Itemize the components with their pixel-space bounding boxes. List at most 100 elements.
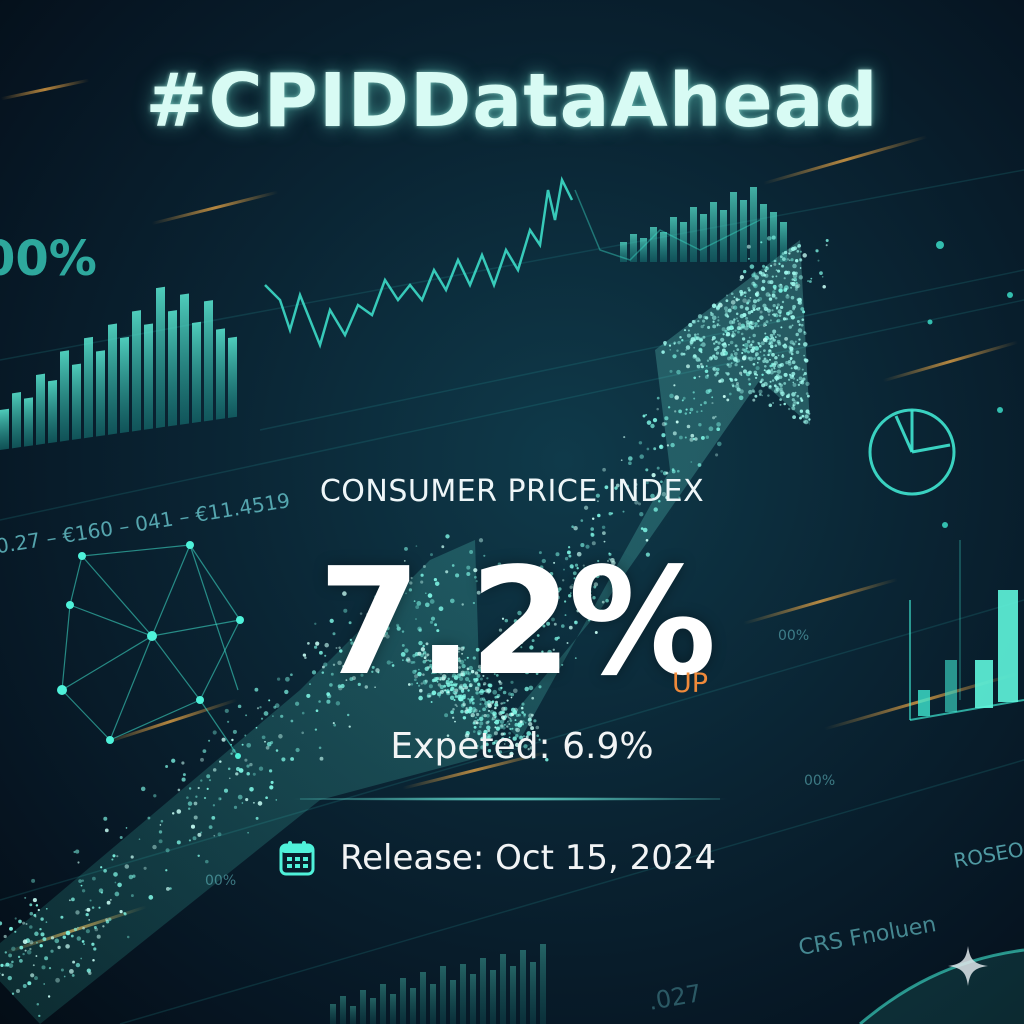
arrow-particle [424,655,427,658]
arrow-particle [822,284,826,289]
arrow-particle [513,619,518,623]
arrow-particle [711,396,714,399]
arrow-particle [502,726,506,730]
arrow-head-particle [763,381,768,387]
arrow-particle [583,578,587,582]
arrow-head-particle [757,319,760,323]
arrow-particle [349,677,354,682]
arrow-particle [645,414,647,416]
arrow-particle [301,731,304,735]
arrow-particle [455,705,458,708]
arrow-head-particle [735,360,739,363]
arrow-particle [587,619,591,622]
arrow-particle [171,812,175,815]
decor-bar [680,222,687,262]
arrow-particle [642,527,648,533]
arrow-particle [35,955,38,957]
arrow-particle [462,700,465,704]
arrow-particle [418,628,422,632]
arrow-particle [85,912,89,917]
arrow-head-particle [687,329,690,332]
arrow-particle [501,617,505,620]
arrow-head-particle [750,309,754,314]
arrow-particle [459,676,464,681]
arrow-particle [543,576,549,581]
arrow-particle [126,935,130,939]
arrow-particle [434,623,438,627]
arrow-head-particle [794,340,797,343]
arrow-head-particle [768,342,772,346]
arrow-particle [176,809,182,814]
arrow-particle [424,666,430,672]
arrow-particle [82,926,85,930]
arrow-head-particle [748,321,753,327]
arrow-head-particle [775,307,779,310]
arrow-particle [98,906,101,909]
arrow-particle [646,420,652,425]
arrow-head-particle [783,277,786,280]
glow-divider [290,797,730,801]
arrow-particle [227,720,230,723]
arrow-particle [285,676,290,682]
arrow-head-particle [748,336,751,339]
arrow-head-particle [770,368,774,371]
arrow-particle [587,570,590,573]
arrow-particle [244,758,248,762]
arrow-particle [264,740,266,743]
arrow-particle [332,722,335,725]
arrow-particle [197,854,200,858]
arrow-particle [664,422,668,426]
arrow-particle [761,373,764,377]
arrow-particle [579,598,582,601]
arrow-particle [430,616,436,621]
arrow-particle [576,590,581,595]
arrow-head-particle [723,342,727,346]
arrow-particle [302,653,307,657]
arrow-particle [494,726,497,729]
arrow-particle [367,656,372,660]
arrow-particle [808,280,812,283]
arrow-particle [462,716,467,720]
arrow-particle [585,544,590,549]
arrow-particle [478,716,484,722]
arrow-head-particle [793,400,797,404]
decor-bar [180,293,189,425]
arrow-particle [732,305,738,310]
arrow-particle [22,952,25,956]
arrow-particle [472,710,475,714]
arrow-particle [730,300,736,305]
arrow-head-particle [779,387,783,391]
arrow-particle [494,702,499,707]
arrow-particle [45,907,48,910]
arrow-head-particle [793,365,798,370]
arrow-head-particle [782,343,788,349]
arrow-particle [91,942,95,946]
arrow-particle [249,762,253,767]
arrow-head-particle [692,354,697,358]
arrow-particle [486,725,491,730]
arrow-particle [450,658,455,662]
decor-bar [60,350,69,442]
arrow-particle [508,736,511,739]
arrow-particle [276,677,281,681]
arrow-head-particle [796,320,800,323]
arrow-particle [536,734,540,738]
arrow-particle [482,707,486,712]
arrow-particle [517,610,522,616]
arrow-particle [536,664,542,669]
arrow-head-particle [726,326,731,331]
bg-number-bottom: .027 [646,979,703,1016]
arrow-head-particle [707,325,711,329]
arrow-particle [638,441,643,445]
arrow-particle [14,930,17,933]
arrow-particle [499,647,502,650]
arrow-particle [193,801,198,806]
arrow-particle [454,703,457,707]
arrow-head-particle [765,370,769,374]
arrow-head-particle [759,393,762,396]
arrow-head-particle [760,378,764,382]
arrow-particle [521,722,524,726]
arrow-particle [530,726,535,731]
arrow-particle [778,288,783,293]
arrow-particle [483,713,487,718]
